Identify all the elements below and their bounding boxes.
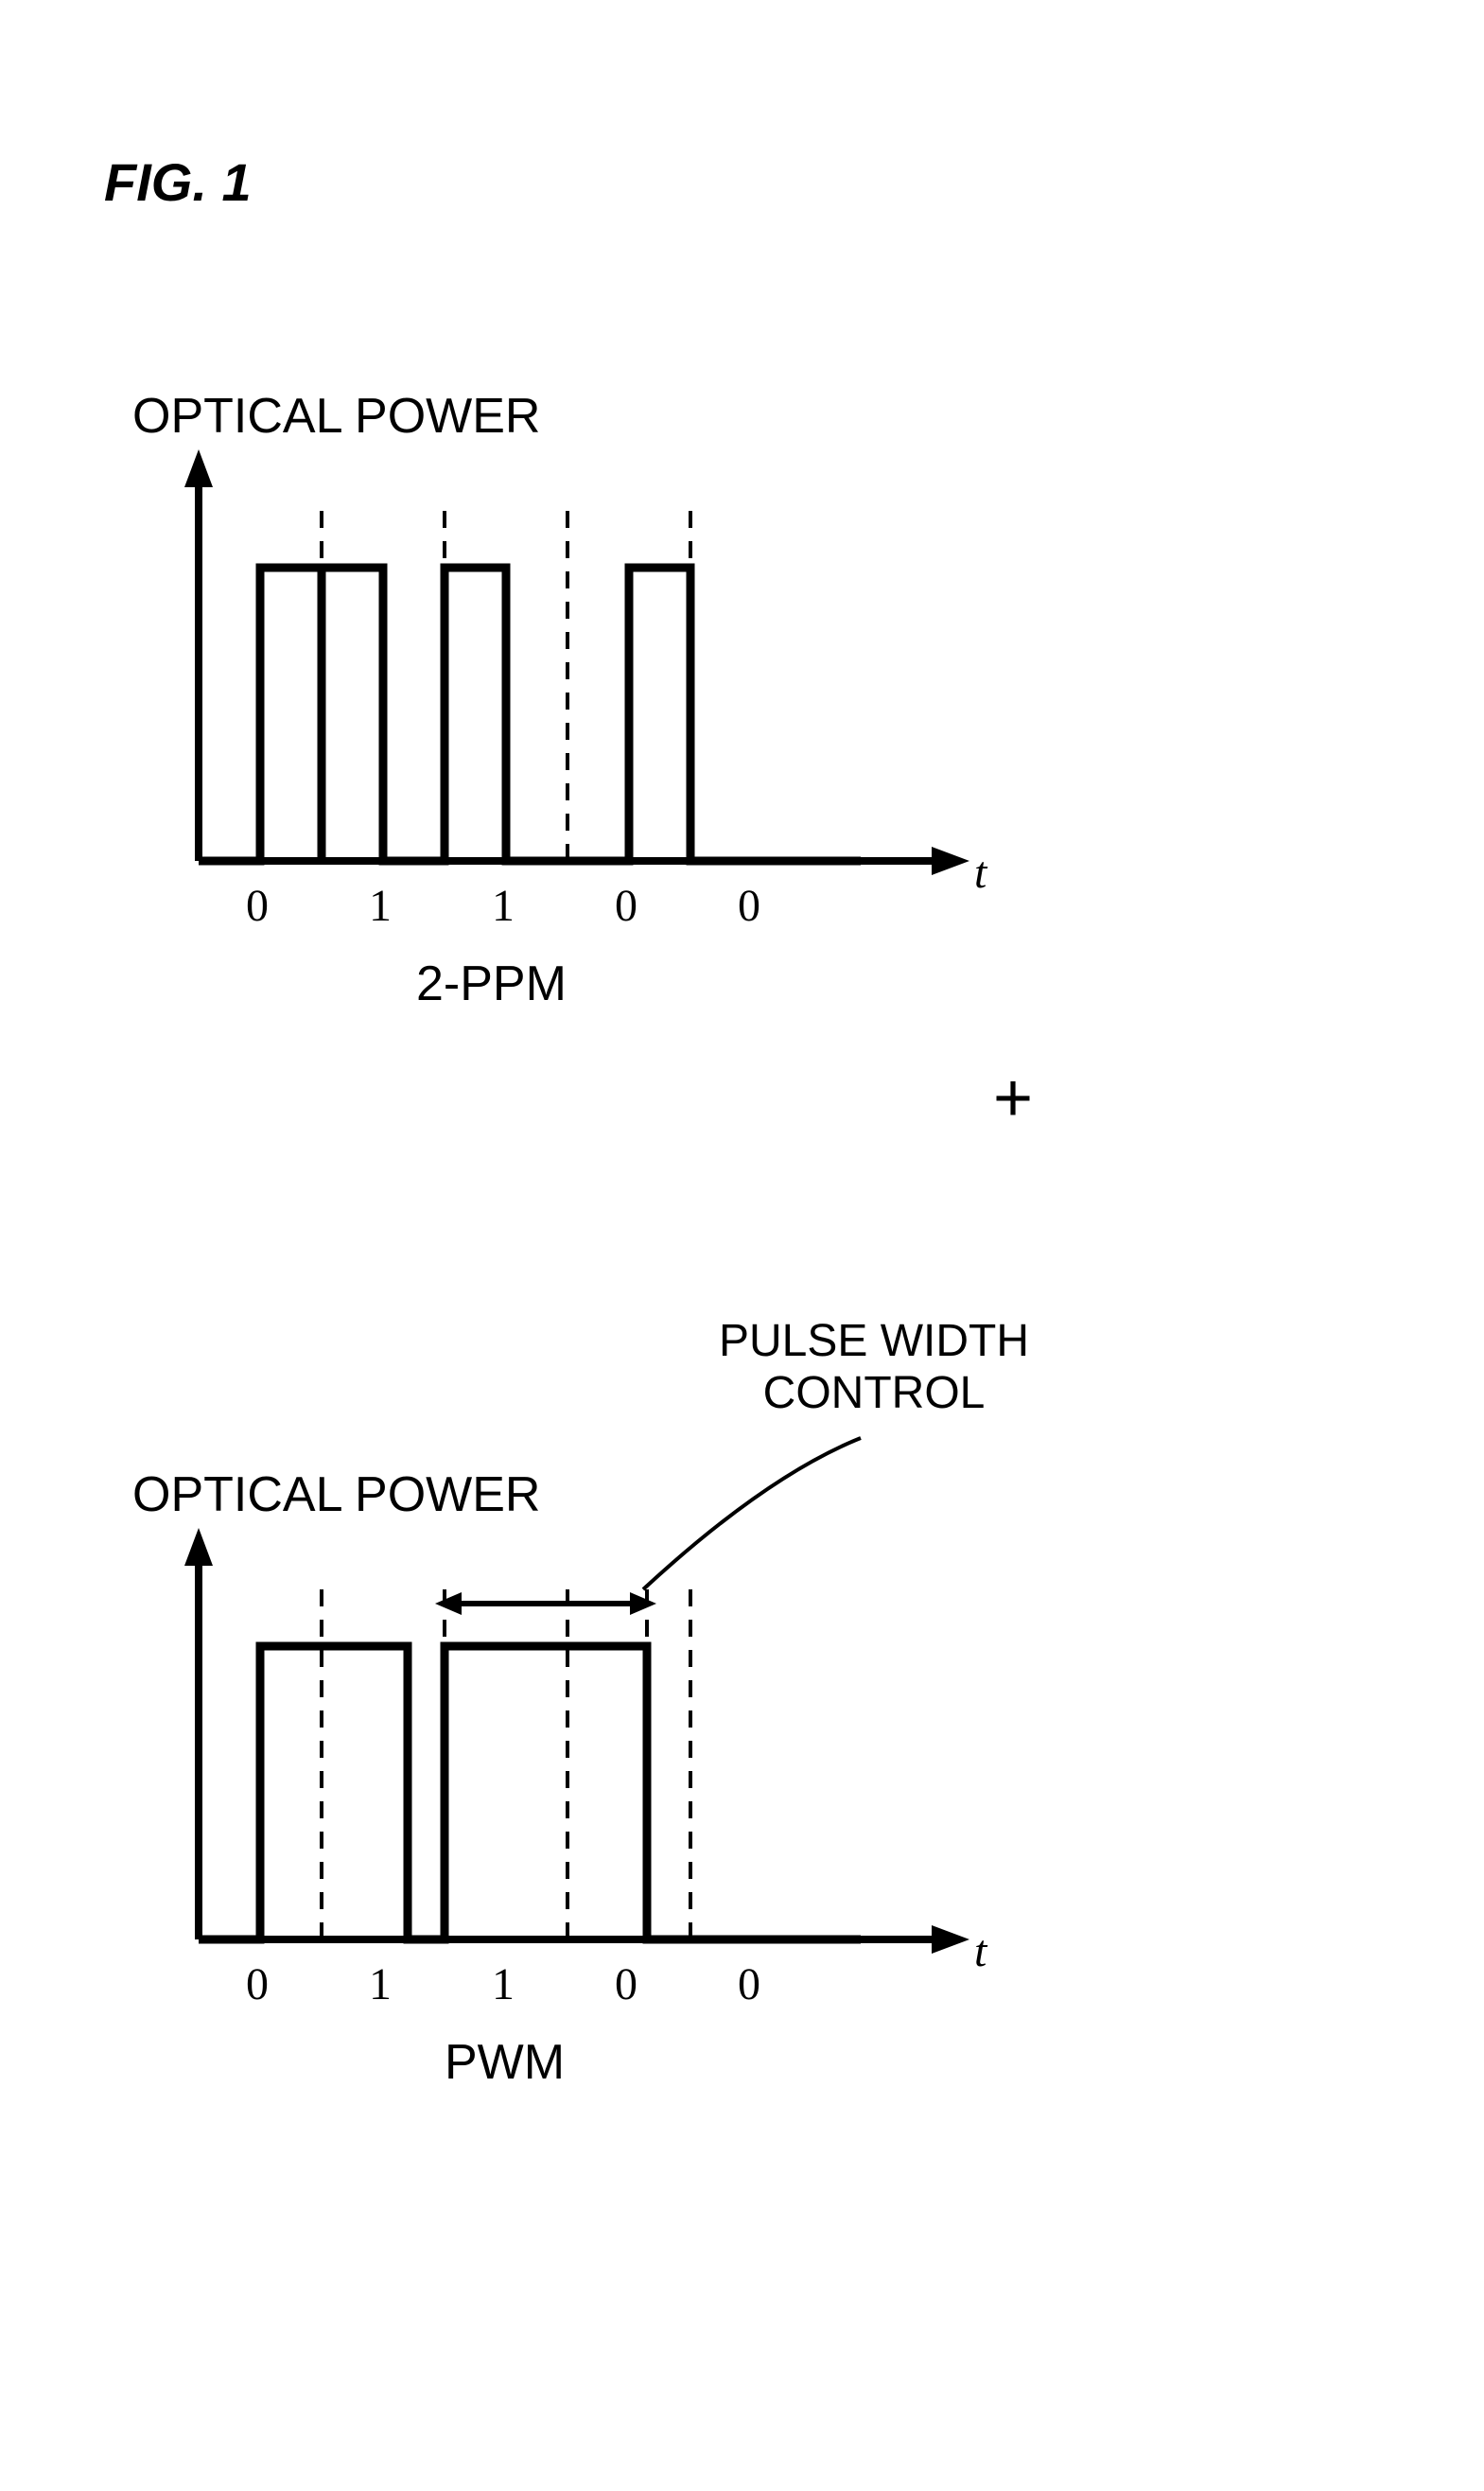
pwm-bit-1: 1 — [369, 1958, 392, 2010]
pwm-bit-0: 0 — [246, 1958, 269, 2010]
pwm-x-axis-label: t — [974, 1925, 986, 1977]
pwm-bit-4: 0 — [738, 1958, 760, 2010]
pwm-bit-2: 1 — [492, 1958, 515, 2010]
pwm-type-label: PWM — [445, 2034, 565, 2091]
pwm-chart-svg — [38, 38, 1173, 2119]
pwm-bit-3: 0 — [615, 1958, 637, 2010]
figure-page: FIG. 1 OPTICAL POWER 0 1 1 0 0 t 2-PP — [38, 38, 1484, 2453]
